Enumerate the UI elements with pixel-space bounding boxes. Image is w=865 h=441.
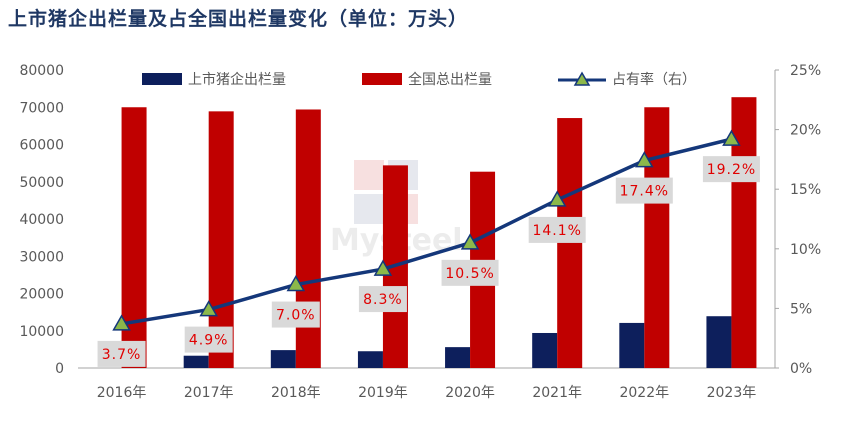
x-tick-label: 2019年 <box>358 385 408 401</box>
y-left-tick-label: 20000 <box>19 287 64 303</box>
legend-swatch-ratio-marker <box>573 71 591 86</box>
legend-label-listed: 上市猪企出栏量 <box>188 71 286 88</box>
ratio-marker <box>112 314 131 331</box>
y-left-tick-label: 10000 <box>19 324 64 340</box>
ratio-label: 14.1% <box>532 223 581 239</box>
bar-listed <box>619 322 645 368</box>
ratio-label-box <box>441 259 499 286</box>
bar-listed <box>183 355 209 368</box>
bars <box>121 97 757 369</box>
y-right-tick-label: 5% <box>790 301 812 317</box>
bar-listed <box>445 347 471 368</box>
y-left-tick-label: 0 <box>55 361 64 377</box>
x-tick-label: 2017年 <box>184 385 234 401</box>
ratio-label: 10.5% <box>445 266 494 282</box>
y-left-tick-label: 40000 <box>19 212 64 228</box>
watermark-block <box>354 160 384 190</box>
ratio-label-box <box>271 301 320 328</box>
legend-label-ratio: 占有率（右） <box>612 71 696 88</box>
y-left-tick-label: 60000 <box>19 138 64 154</box>
bar-national <box>208 111 234 368</box>
ratio-marker <box>373 259 393 276</box>
legend: 上市猪企出栏量 全国总出栏量 占有率（右） <box>142 71 696 88</box>
ratio-label-box <box>97 340 146 367</box>
ratio-label-box <box>615 177 673 204</box>
bar-listed <box>270 350 296 368</box>
data-labels: 3.7% 4.9% 7.0% 8.3% 10.5% 14.1% 17.4% 19.2% <box>97 156 760 367</box>
ratio-label-box <box>184 326 233 353</box>
ratio-marker <box>547 190 567 207</box>
ratio-label: 4.9% <box>189 333 229 349</box>
x-tick-label: 2023年 <box>707 385 757 401</box>
ratio-marker <box>460 233 480 250</box>
ratio-label-box <box>358 286 407 313</box>
x-tick-label: 2021年 <box>532 385 582 401</box>
y-left-tick-label: 70000 <box>19 100 64 116</box>
y-left-tick-label: 30000 <box>19 249 64 265</box>
ratio-label: 17.4% <box>620 184 669 200</box>
y-right-tick-label: 0% <box>790 361 812 377</box>
x-tick-label: 2016年 <box>97 385 147 401</box>
y-left-tick-label: 80000 <box>19 63 64 79</box>
ratio-line-path <box>121 137 732 326</box>
legend-label-national: 全国总出栏量 <box>408 71 492 88</box>
y-right-tick-label: 20% <box>790 123 821 139</box>
legend-swatch-listed <box>142 73 182 85</box>
bar-national <box>557 118 583 369</box>
ratio-label-box <box>702 156 760 183</box>
ratio-marker <box>199 300 218 317</box>
bar-listed <box>357 351 383 368</box>
x-tick-label: 2022年 <box>619 385 669 401</box>
bar-listed <box>706 316 732 368</box>
legend-swatch-national <box>362 73 402 85</box>
bar-national <box>644 107 670 368</box>
ratio-label-box <box>528 216 586 243</box>
bar-listed <box>532 332 558 368</box>
ratio-line <box>112 129 741 331</box>
ratio-marker <box>722 129 741 146</box>
y-left-tick-label: 50000 <box>19 175 64 191</box>
ratio-marker <box>286 275 306 292</box>
x-tick-label: 2020年 <box>445 385 495 401</box>
y-right-tick-label: 25% <box>790 63 821 79</box>
watermark-block <box>354 194 384 224</box>
ratio-label: 7.0% <box>276 308 316 324</box>
y-right-tick-label: 10% <box>790 242 821 258</box>
ratio-label: 8.3% <box>363 292 403 308</box>
ratio-label: 3.7% <box>102 347 142 363</box>
x-tick-label: 2018年 <box>271 385 321 401</box>
ratio-marker <box>635 151 654 168</box>
y-right-tick-label: 15% <box>790 182 821 198</box>
ratio-label: 19.2% <box>707 162 756 178</box>
bar-national <box>295 109 321 369</box>
chart-title: 上市猪企出栏量及占全国出栏量变化（单位：万头） <box>8 8 469 30</box>
